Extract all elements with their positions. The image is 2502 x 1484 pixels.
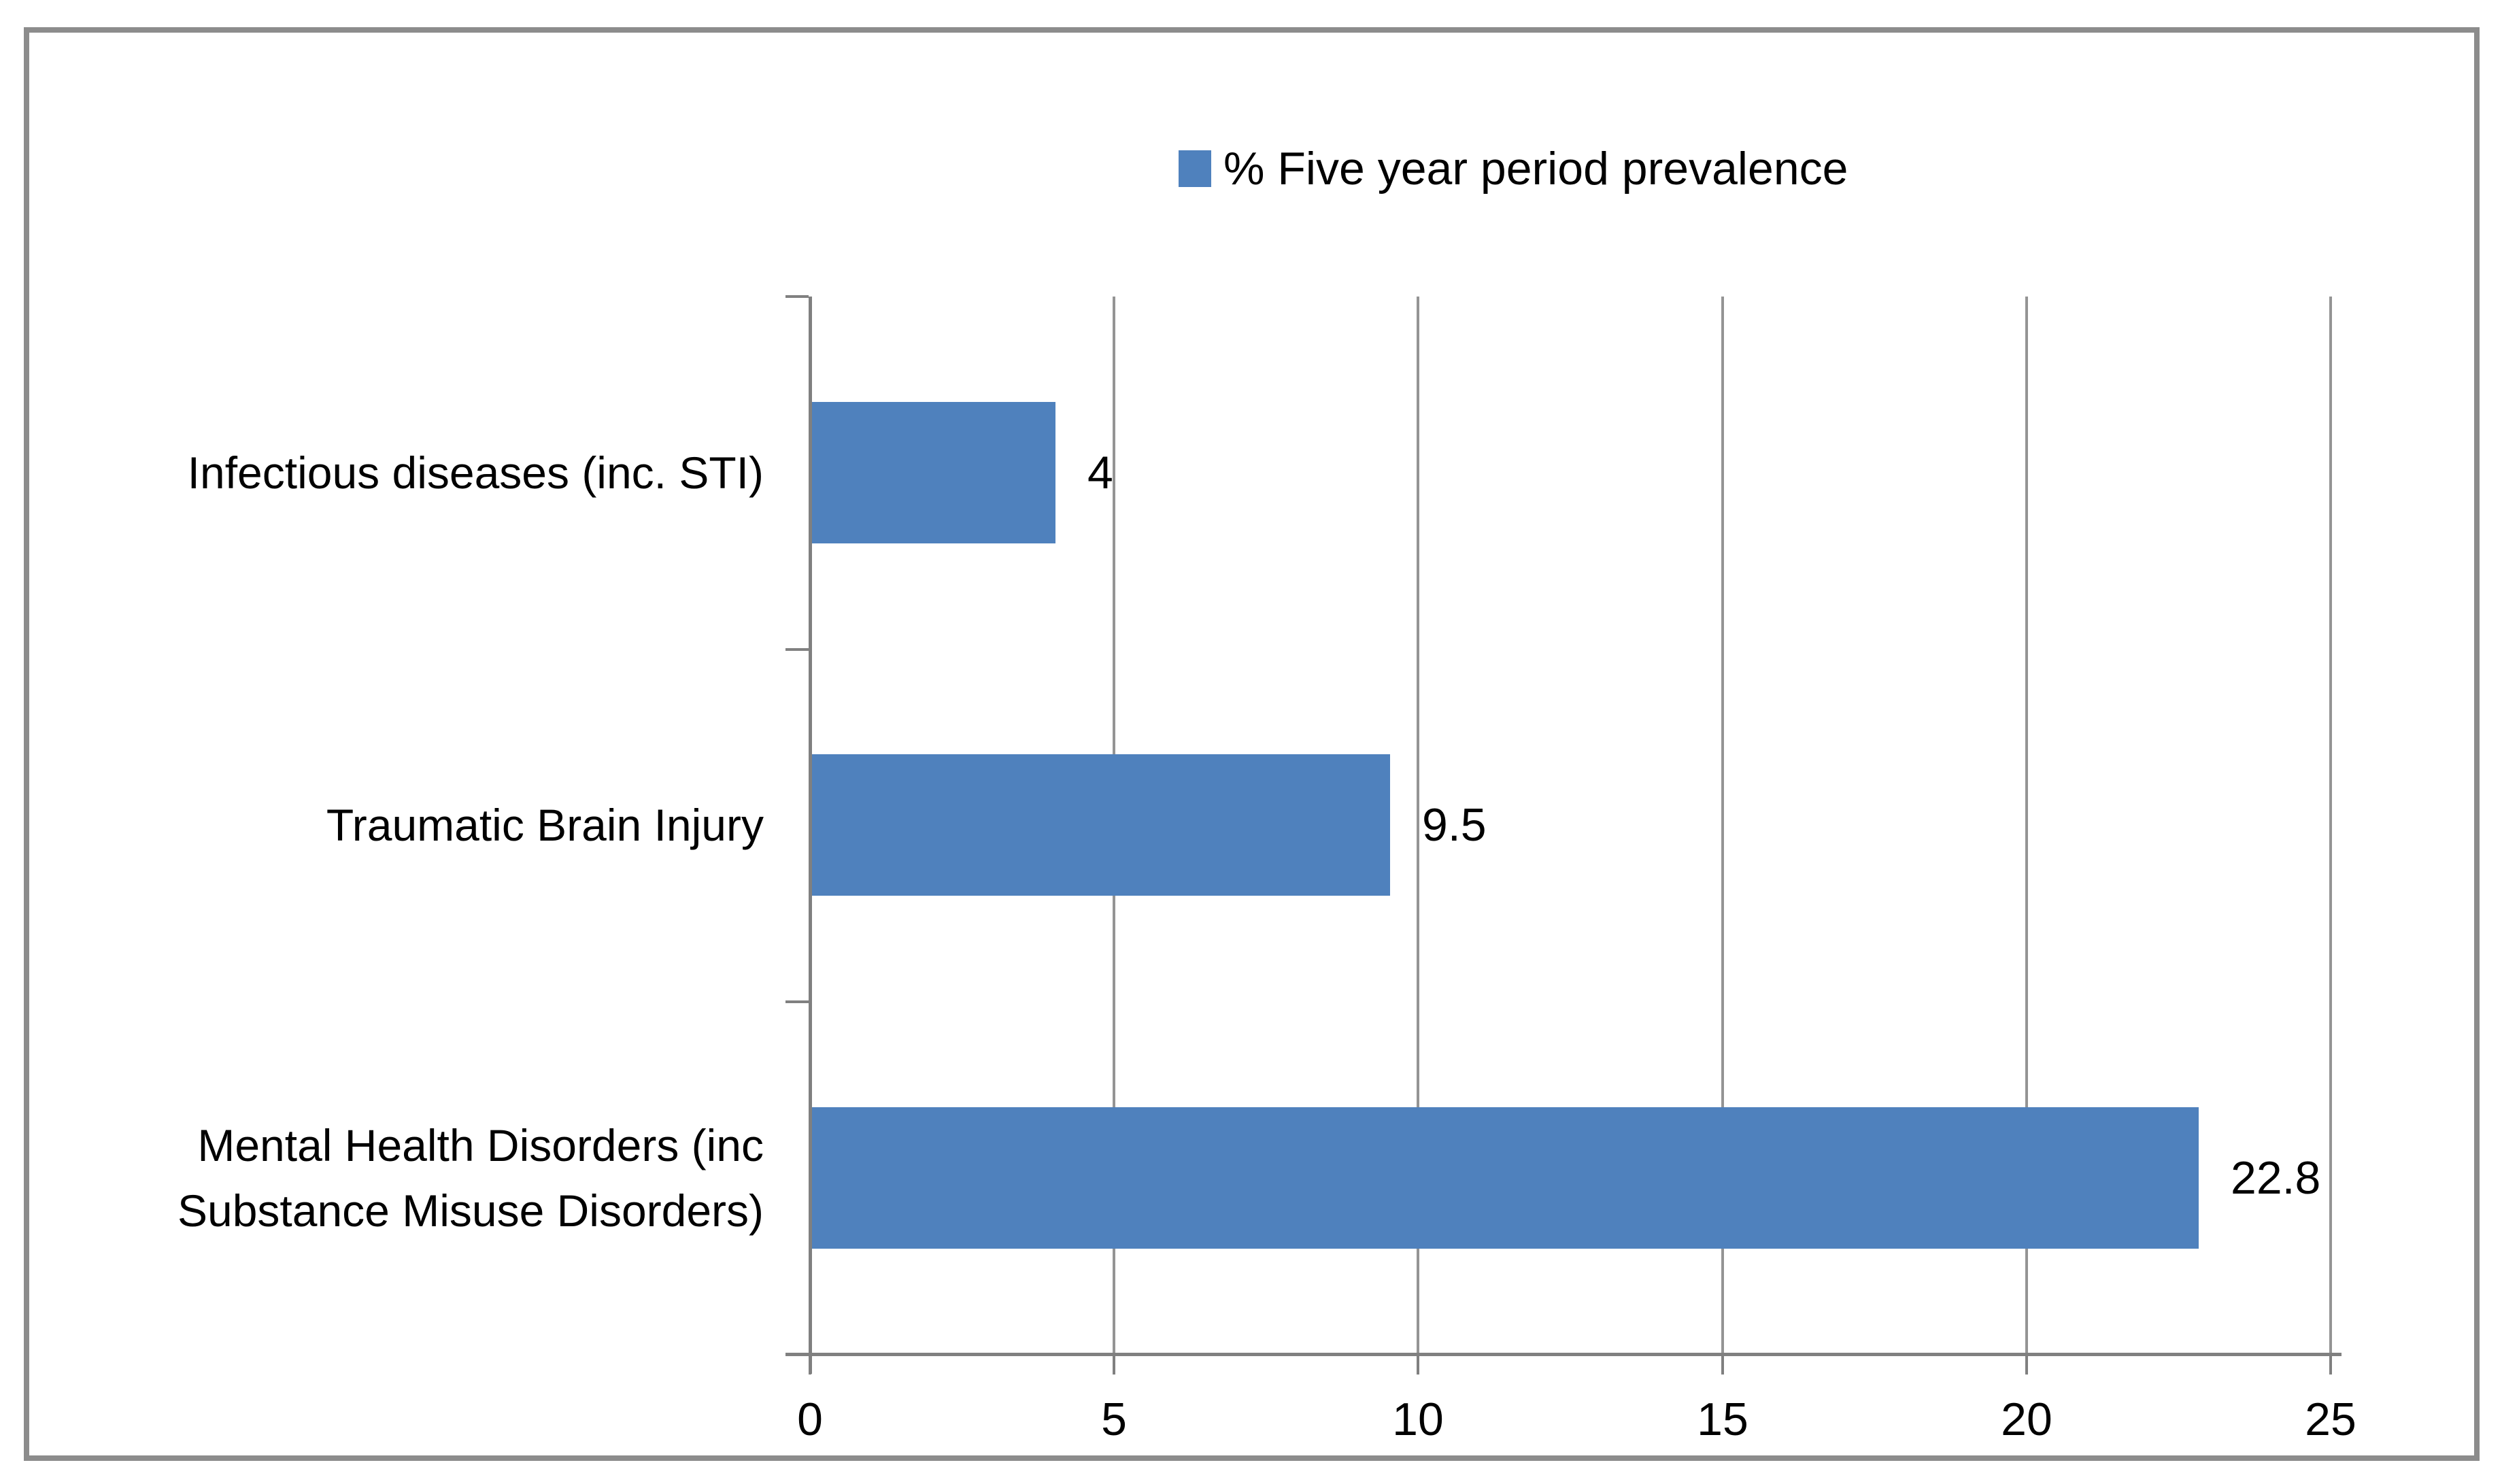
x-axis-tick: [1113, 1356, 1115, 1375]
legend-series-swatch-icon: [1179, 150, 1211, 187]
category-label: Mental Health Disorders (inc Substance M…: [177, 1120, 764, 1236]
bar-value-label: 9.5: [1422, 799, 1487, 851]
gridline: [1721, 297, 1724, 1354]
x-axis-tick: [2025, 1356, 2028, 1375]
x-axis-tick-label: 0: [797, 1394, 823, 1445]
y-axis-tick: [785, 1000, 809, 1003]
gridline: [1417, 297, 1419, 1354]
gridline: [2025, 297, 2028, 1354]
chart-legend: % Five year period prevalence: [1179, 141, 1848, 196]
bar-mental-health-disorders: [812, 1107, 2199, 1249]
bar-traumatic-brain-injury: [812, 754, 1390, 896]
category-axis-line: [809, 297, 812, 1374]
bar-value-label: 4: [1087, 447, 1113, 499]
x-axis-tick: [1721, 1356, 1724, 1375]
gridline: [2329, 297, 2332, 1354]
x-axis-tick-label: 25: [2305, 1394, 2356, 1445]
x-axis-tick: [2329, 1356, 2332, 1375]
x-axis-tick-label: 15: [1697, 1394, 1748, 1445]
x-axis-tick: [1417, 1356, 1419, 1375]
x-axis-tick-label: 10: [1392, 1394, 1444, 1445]
legend-series-label: % Five year period prevalence: [1223, 143, 1848, 195]
bar-value-label: 22.8: [2231, 1152, 2321, 1204]
x-axis-tick-label: 5: [1101, 1394, 1127, 1445]
y-axis-tick: [785, 648, 809, 651]
chart-outer-border: % Five year period prevalence Infectious…: [24, 27, 2480, 1461]
bar-infectious-diseases: [812, 402, 1055, 543]
category-label: Traumatic Brain Injury: [326, 800, 764, 850]
x-axis-tick-label: 20: [2001, 1394, 2052, 1445]
y-axis-tick: [785, 295, 809, 298]
x-axis-tick: [809, 1356, 811, 1375]
value-axis-line: [785, 1353, 2342, 1356]
category-label: Infectious diseases (inc. STI): [187, 448, 764, 498]
